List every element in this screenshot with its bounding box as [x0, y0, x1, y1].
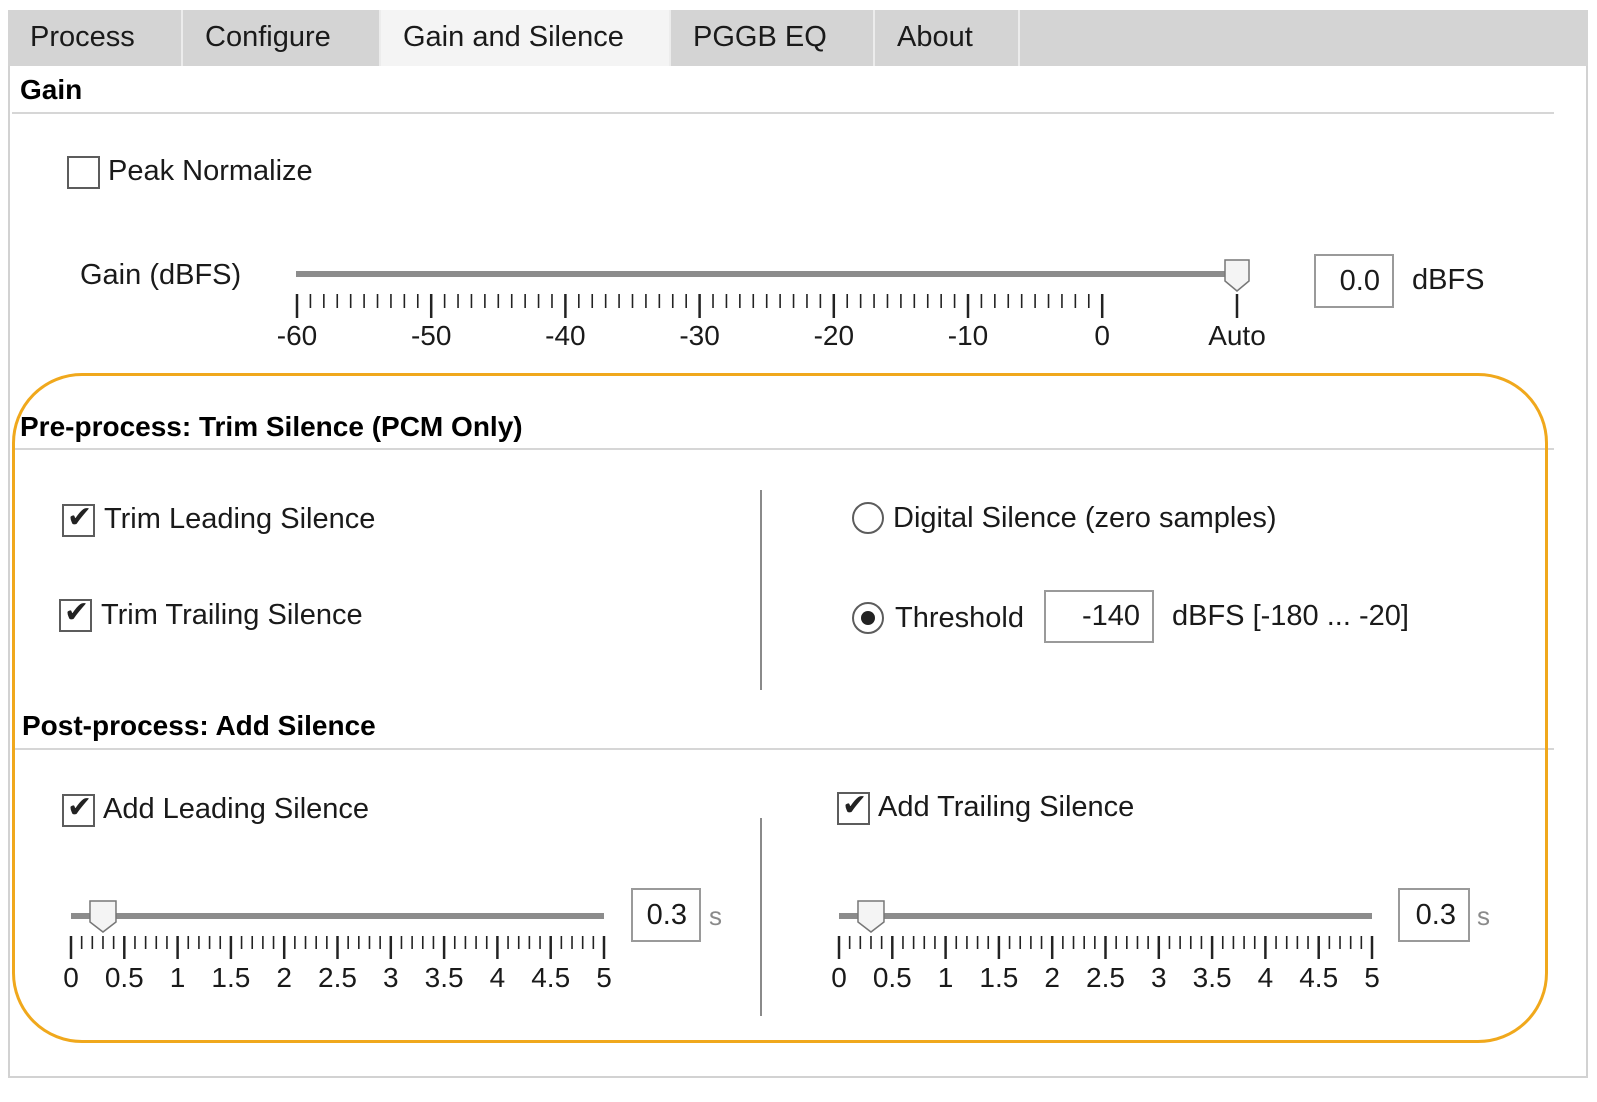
gain-divider	[12, 112, 1554, 114]
tick-label: -40	[545, 320, 585, 351]
tick-label: 2	[276, 962, 292, 993]
tick-label: 1	[170, 962, 186, 993]
add-trailing-unit: s	[1477, 901, 1490, 931]
add-trailing-checkbox[interactable]: ✔	[837, 789, 870, 825]
trim-divider	[14, 448, 1554, 450]
add-leading-tick-labels: 0 0.5 1 1.5 2 2.5 3 3.5 4 4.5 5	[63, 962, 612, 993]
add-trailing-tick-labels: 0 0.5 1 1.5 2 2.5 3 3.5 4 4.5 5	[831, 962, 1380, 993]
tick-label: -30	[679, 320, 719, 351]
tick-label: 2.5	[318, 962, 357, 993]
tick-label: 3.5	[425, 962, 464, 993]
gain-section-title: Gain	[20, 74, 83, 105]
gain-slider-track	[296, 271, 1246, 277]
tick-label: 3.5	[1193, 962, 1232, 993]
add-leading-slider[interactable]: 0 0.5 1 1.5 2 2.5 3 3.5 4 4.5 5	[50, 893, 630, 998]
trim-section-title: Pre-process: Trim Silence (PCM Only)	[20, 411, 523, 442]
tab-pggb-eq[interactable]: PGGB EQ	[671, 10, 875, 66]
trim-leading-label: Trim Leading Silence	[104, 503, 376, 535]
add-leading-thumb[interactable]	[89, 900, 117, 933]
add-trailing-label: Add Trailing Silence	[878, 791, 1135, 823]
add-column-divider	[760, 818, 762, 1016]
add-leading-ticks	[69, 936, 606, 959]
add-trailing-value-field[interactable]: 0.3	[1398, 888, 1470, 942]
add-leading-checkbox[interactable]: ✔	[62, 791, 95, 827]
tab-about[interactable]: About	[875, 10, 1020, 66]
peak-normalize-checkbox[interactable]	[67, 156, 100, 189]
trim-trailing-label: Trim Trailing Silence	[101, 599, 363, 631]
add-leading-track	[71, 913, 604, 919]
trim-trailing-checkbox[interactable]: ✔	[59, 596, 92, 632]
gain-slider-ticks	[295, 294, 1239, 318]
tick-label: 2.5	[1086, 962, 1125, 993]
tick-label: 0.5	[873, 962, 912, 993]
add-leading-label: Add Leading Silence	[103, 793, 370, 825]
tick-label: -20	[814, 320, 854, 351]
tick-label: 2	[1044, 962, 1060, 993]
check-mark-icon: ✔	[842, 789, 868, 822]
radio-dot-icon	[861, 611, 875, 625]
tick-label: 0	[831, 962, 847, 993]
tick-label: 1	[938, 962, 954, 993]
gain-value-field[interactable]: 0.0	[1314, 254, 1394, 308]
threshold-radio[interactable]	[852, 602, 884, 634]
digital-silence-radio[interactable]	[852, 502, 884, 534]
tick-label: 3	[1151, 962, 1167, 993]
tick-label: 3	[383, 962, 399, 993]
add-trailing-ticks	[837, 936, 1374, 959]
tick-label: 4.5	[1299, 962, 1338, 993]
check-mark-icon: ✔	[67, 791, 93, 824]
tick-label: -10	[948, 320, 988, 351]
tick-label: 4.5	[531, 962, 570, 993]
tick-label: 1.5	[211, 962, 250, 993]
gain-slider-tick-labels: -60 -50 -40 -30 -20 -10 0 Auto	[277, 320, 1266, 351]
add-divider	[14, 748, 1554, 750]
gain-slider-thumb[interactable]	[1224, 259, 1250, 292]
tab-process[interactable]: Process	[8, 10, 183, 66]
add-leading-value-field[interactable]: 0.3	[631, 888, 701, 942]
threshold-value-field[interactable]: -140	[1044, 590, 1154, 643]
gain-slider[interactable]: -60 -50 -40 -30 -20 -10 0 Auto	[260, 250, 1300, 360]
tick-label: -50	[411, 320, 451, 351]
add-leading-unit: s	[709, 901, 722, 931]
tick-label: 5	[596, 962, 612, 993]
threshold-label: Threshold	[895, 602, 1024, 634]
threshold-range-label: dBFS [-180 ... -20]	[1172, 600, 1409, 632]
add-trailing-slider[interactable]: 0 0.5 1 1.5 2 2.5 3 3.5 4 4.5 5	[818, 893, 1398, 998]
trim-leading-checkbox[interactable]: ✔	[62, 501, 95, 537]
gain-unit-label: dBFS	[1412, 264, 1485, 296]
tab-content-panel	[8, 66, 1588, 1078]
tick-label: Auto	[1208, 320, 1266, 351]
trim-column-divider	[760, 490, 762, 690]
tick-label: 0	[63, 962, 79, 993]
add-trailing-thumb[interactable]	[857, 900, 885, 933]
check-mark-icon: ✔	[64, 596, 90, 629]
tick-label: 0	[1094, 320, 1110, 351]
check-mark-icon: ✔	[67, 501, 93, 534]
digital-silence-label: Digital Silence (zero samples)	[893, 502, 1277, 534]
gain-slider-label: Gain (dBFS)	[80, 259, 242, 291]
add-section-title: Post-process: Add Silence	[22, 710, 376, 741]
tab-gain-and-silence[interactable]: Gain and Silence	[381, 10, 671, 66]
tab-configure[interactable]: Configure	[183, 10, 381, 66]
tick-label: 4	[1258, 962, 1274, 993]
tab-bar: Process Configure Gain and Silence PGGB …	[8, 10, 1588, 66]
tick-label: 4	[490, 962, 506, 993]
tick-label: -60	[277, 320, 317, 351]
tick-label: 1.5	[979, 962, 1018, 993]
tick-label: 0.5	[105, 962, 144, 993]
add-trailing-track	[839, 913, 1372, 919]
tick-label: 5	[1364, 962, 1380, 993]
peak-normalize-label: Peak Normalize	[108, 155, 313, 187]
